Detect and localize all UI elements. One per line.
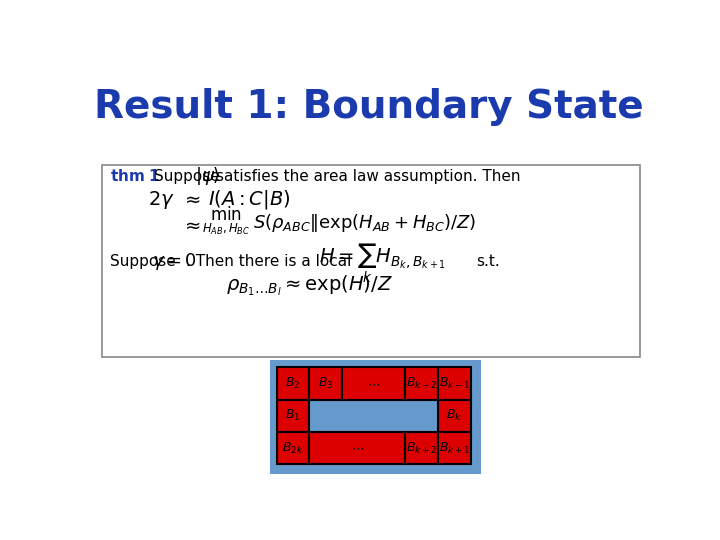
Bar (310, 432, 405, 464)
Text: $B_k$: $B_k$ (446, 408, 462, 423)
Bar (342, 367, 405, 400)
Bar (438, 367, 471, 400)
Text: Suppose: Suppose (153, 169, 220, 184)
Bar (438, 400, 471, 432)
Bar (310, 367, 342, 400)
Bar (276, 432, 310, 464)
Bar (405, 432, 438, 464)
Text: $\mathbf{thm\ 1}$: $\mathbf{thm\ 1}$ (110, 168, 161, 185)
Text: $B_{k-2}$: $B_{k-2}$ (406, 376, 437, 391)
Text: $|\psi\rangle$: $|\psi\rangle$ (195, 165, 221, 187)
Text: Suppose: Suppose (110, 254, 176, 268)
Text: $B_{k+2}$: $B_{k+2}$ (406, 441, 437, 456)
Text: $H = \sum_k H_{B_k,B_{k+1}}$: $H = \sum_k H_{B_k,B_{k+1}}$ (320, 242, 446, 285)
Text: $B_{k+1}$: $B_{k+1}$ (438, 441, 470, 456)
Text: $\rho_{B_1\ldots B_l} \approx \exp(H)/Z$: $\rho_{B_1\ldots B_l} \approx \exp(H)/Z$ (225, 273, 392, 298)
Text: $2\gamma$: $2\gamma$ (148, 188, 175, 211)
Text: $\underset{H_{AB},H_{BC}}{\min}$: $\underset{H_{AB},H_{BC}}{\min}$ (202, 204, 251, 237)
Text: $B_{2k}$: $B_{2k}$ (282, 441, 304, 456)
Text: . Then there is a local: . Then there is a local (186, 254, 351, 268)
Text: $\approx$: $\approx$ (181, 190, 202, 209)
Bar (438, 432, 471, 464)
Text: $\gamma = 0$: $\gamma = 0$ (152, 251, 197, 272)
Text: $B_{k-1}$: $B_{k-1}$ (438, 376, 470, 391)
Bar (405, 367, 438, 400)
Text: $B_3$: $B_3$ (318, 376, 333, 391)
Text: $B_1$: $B_1$ (285, 408, 301, 423)
Text: $S(\rho_{ABC}\|\exp(H_{AB}+H_{BC})/Z)$: $S(\rho_{ABC}\|\exp(H_{AB}+H_{BC})/Z)$ (253, 212, 476, 234)
Bar (276, 400, 310, 432)
Text: s.t.: s.t. (476, 254, 500, 268)
Bar (276, 367, 310, 400)
Text: $\cdots$: $\cdots$ (351, 442, 364, 455)
Text: $\cdots$: $\cdots$ (367, 377, 380, 390)
Text: $I(A:C|B)$: $I(A:C|B)$ (208, 188, 290, 211)
Text: $B_2$: $B_2$ (285, 376, 301, 391)
Text: satisfies the area law assumption. Then: satisfies the area law assumption. Then (215, 169, 520, 184)
Text: Result 1: Boundary State: Result 1: Boundary State (94, 88, 644, 126)
Bar (270, 361, 481, 475)
Bar (102, 165, 640, 357)
Text: $\approx$: $\approx$ (181, 215, 202, 234)
